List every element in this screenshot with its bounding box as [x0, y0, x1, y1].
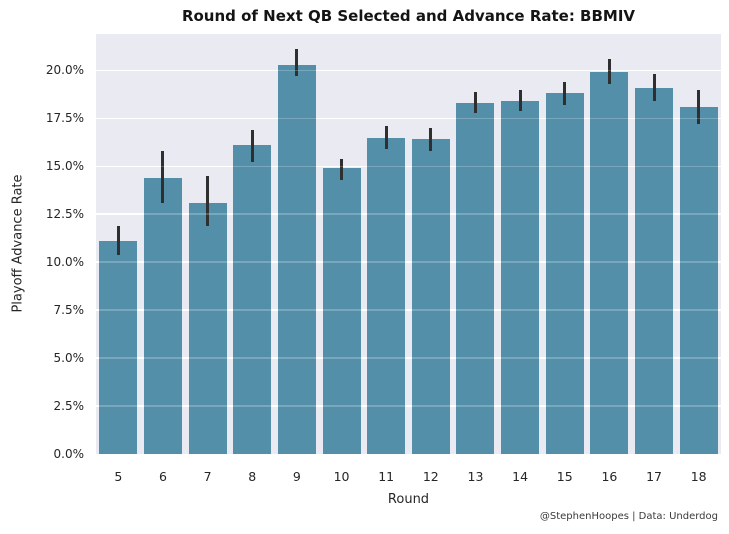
- gridline: [96, 405, 721, 407]
- error-bar-round-12: [429, 127, 433, 151]
- bar-round-9: [277, 64, 316, 454]
- gridline: [96, 165, 721, 168]
- x-tick-label: 6: [158, 469, 167, 484]
- bar-round-14: [501, 101, 540, 454]
- error-bar-round-15: [563, 81, 567, 105]
- error-bar-round-17: [652, 74, 656, 102]
- bar-round-13: [456, 103, 495, 454]
- x-tick-label: 14: [512, 469, 529, 484]
- bar-round-12: [411, 139, 450, 454]
- x-axis-label: Round: [387, 492, 430, 507]
- error-bar-round-7: [206, 175, 210, 226]
- y-tick-label: 10.0%: [45, 255, 84, 270]
- error-bar-round-9: [295, 49, 299, 77]
- error-bar-round-8: [250, 129, 254, 163]
- bar-round-10: [322, 168, 361, 454]
- x-tick-label: 7: [203, 469, 212, 484]
- x-tick-label: 16: [601, 469, 618, 484]
- plot-area: [96, 34, 721, 454]
- bar-round-17: [635, 87, 674, 454]
- credit-text: @StephenHoopes | Data: Underdog: [539, 511, 718, 522]
- gridline-overlay: [96, 405, 721, 407]
- y-tick-label: 20.0%: [45, 63, 84, 78]
- gridline-overlay: [96, 309, 721, 311]
- gridline-overlay: [96, 261, 721, 263]
- error-bar-round-18: [697, 89, 701, 125]
- y-tick-label: 7.5%: [53, 303, 85, 318]
- y-tick-label: 15.0%: [45, 159, 84, 174]
- x-tick-label: 11: [378, 469, 395, 484]
- bar-round-8: [233, 145, 272, 454]
- bar-round-5: [99, 241, 138, 454]
- error-bar-round-16: [607, 58, 611, 84]
- gridline-overlay: [96, 69, 721, 72]
- error-bar-round-14: [518, 89, 522, 111]
- x-tick-label: 5: [114, 469, 123, 484]
- gridline-overlay: [96, 213, 721, 216]
- gridline-overlay: [96, 117, 721, 120]
- x-tick-label: 13: [467, 469, 484, 484]
- x-tick-label: 17: [646, 469, 662, 484]
- x-tick-label: 12: [422, 469, 439, 484]
- bar-round-16: [590, 72, 629, 454]
- gridline: [96, 261, 721, 263]
- bar-round-11: [367, 137, 406, 454]
- gridline: [96, 357, 721, 359]
- error-bar-round-13: [473, 91, 477, 113]
- bar-round-7: [188, 202, 227, 454]
- y-axis-label: Playoff Advance Rate: [10, 174, 26, 313]
- bar-round-18: [679, 106, 718, 454]
- bar-round-6: [143, 177, 182, 454]
- error-bar-round-10: [340, 158, 344, 180]
- error-bar-round-6: [161, 150, 165, 203]
- error-bar-round-11: [384, 126, 388, 150]
- y-tick-label: 2.5%: [53, 399, 85, 414]
- gridline: [96, 213, 721, 216]
- x-tick-label: 9: [292, 469, 301, 484]
- x-tick-label: 10: [333, 469, 350, 484]
- y-tick-label: 17.5%: [45, 111, 84, 126]
- gridline: [96, 69, 721, 72]
- x-tick-label: 18: [690, 469, 707, 484]
- error-bar-round-5: [116, 225, 120, 255]
- y-tick-label: 5.0%: [53, 351, 85, 366]
- bar-round-15: [545, 93, 584, 454]
- y-tick-label: 0.0%: [53, 447, 85, 461]
- x-tick-label: 8: [248, 469, 257, 484]
- gridline-overlay: [96, 165, 721, 168]
- chart-title: Round of Next QB Selected and Advance Ra…: [181, 7, 636, 25]
- gridline: [96, 309, 721, 311]
- x-tick-label: 15: [556, 469, 573, 484]
- gridline: [96, 117, 721, 120]
- y-tick-label: 12.5%: [45, 207, 84, 222]
- gridline-overlay: [96, 357, 721, 359]
